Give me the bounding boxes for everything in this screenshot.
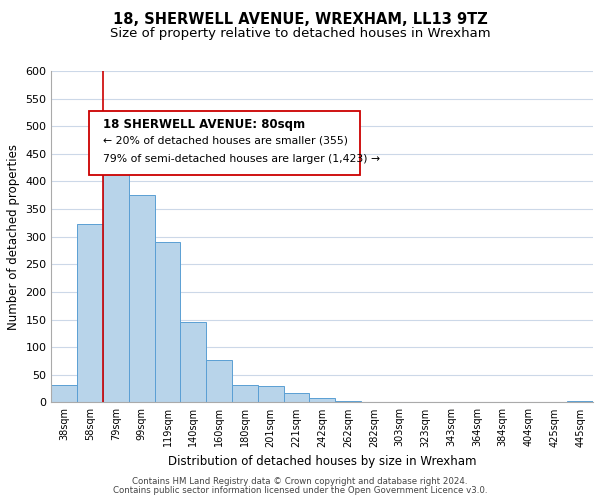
Bar [232,385,258,402]
Bar [284,392,310,402]
Text: Size of property relative to detached houses in Wrexham: Size of property relative to detached ho… [110,28,490,40]
Bar [103,134,129,402]
Y-axis label: Number of detached properties: Number of detached properties [7,144,20,330]
Text: 79% of semi-detached houses are larger (1,423) →: 79% of semi-detached houses are larger (… [103,154,380,164]
Text: Contains HM Land Registry data © Crown copyright and database right 2024.: Contains HM Land Registry data © Crown c… [132,478,468,486]
Bar [206,360,232,403]
Bar [181,322,206,402]
Bar [129,196,155,402]
Bar [155,242,181,402]
Text: Contains public sector information licensed under the Open Government Licence v3: Contains public sector information licen… [113,486,487,495]
Bar [77,224,103,402]
Text: ← 20% of detached houses are smaller (355): ← 20% of detached houses are smaller (35… [103,136,348,145]
X-axis label: Distribution of detached houses by size in Wrexham: Distribution of detached houses by size … [168,455,476,468]
FancyBboxPatch shape [89,110,360,176]
Bar [310,398,335,402]
Text: 18, SHERWELL AVENUE, WREXHAM, LL13 9TZ: 18, SHERWELL AVENUE, WREXHAM, LL13 9TZ [113,12,487,28]
Text: 18 SHERWELL AVENUE: 80sqm: 18 SHERWELL AVENUE: 80sqm [103,118,305,131]
Bar [258,386,284,402]
Bar [52,385,77,402]
